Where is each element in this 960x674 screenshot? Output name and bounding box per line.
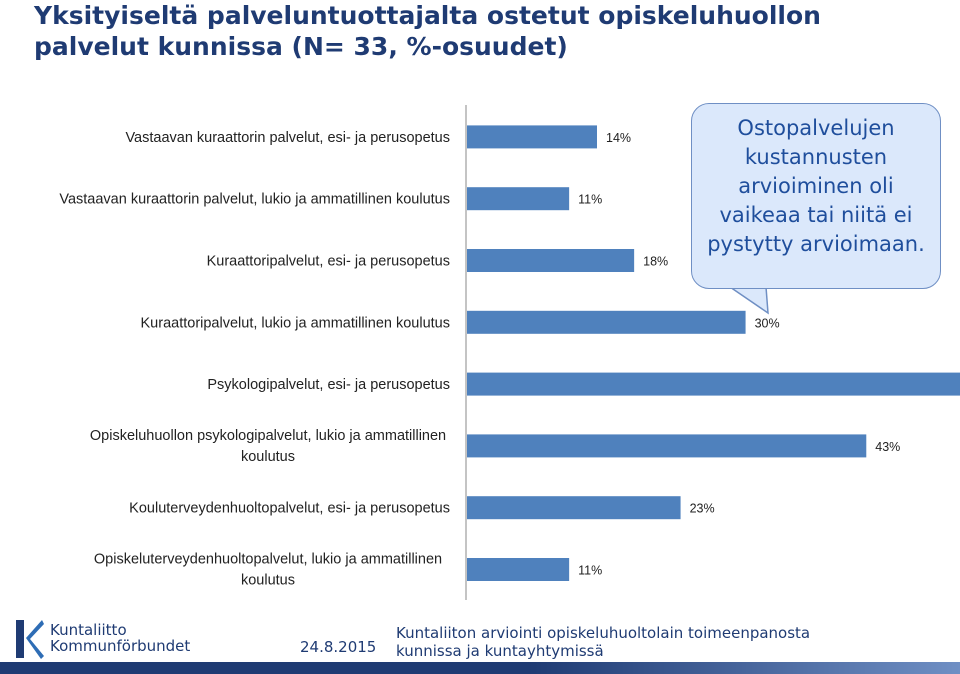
bar-value-label-4: 30%	[755, 316, 780, 330]
category-label-7: Kouluterveydenhuoltopalvelut, esi- ja pe…	[129, 501, 450, 517]
category-label-2: Vastaavan kuraattorin palvelut, lukio ja…	[59, 192, 450, 208]
category-label-1: Vastaavan kuraattorin palvelut, esi- ja …	[125, 130, 450, 146]
bar-chart: Vastaavan kuraattorin palvelut, esi- ja …	[59, 105, 960, 600]
kuntaliitto-logo-icon	[16, 620, 44, 659]
footer: Kuntaliitto Kommunförbundet 24.8.2015 Ku…	[0, 606, 960, 674]
bar-3	[467, 249, 635, 272]
chart-title: Yksityiseltä palveluntuottajalta ostetut…	[34, 1, 821, 61]
footer-date: 24.8.2015	[300, 638, 377, 656]
footer-bar	[0, 662, 960, 674]
callout-tail	[728, 287, 769, 315]
bar-5	[467, 372, 960, 396]
bar-7	[467, 496, 681, 520]
bar-value-label-3: 18%	[643, 255, 668, 269]
bar-value-label-8: 11%	[578, 564, 602, 578]
bar-2	[467, 187, 570, 211]
bar-6	[467, 434, 867, 458]
footer-caption: Kuntaliiton arviointi opiskeluhuoltolain…	[396, 624, 811, 660]
bar-value-label-1: 14%	[606, 131, 631, 145]
callout-note: Ostopalvelujen kustannusten arvioiminen …	[691, 103, 941, 289]
category-label-6: Opiskeluhuollon psykologipalvelut, lukio…	[90, 428, 446, 465]
bar-value-label-7: 23%	[690, 502, 715, 516]
category-label-4: Kuraattoripalvelut, lukio ja ammatilline…	[141, 315, 451, 331]
bar-8	[467, 558, 570, 581]
logo-text-secondary: Kommunförbundet	[50, 637, 191, 655]
bar-1	[467, 125, 597, 149]
bar-4	[467, 310, 746, 334]
logo-text-primary: Kuntaliitto	[50, 621, 127, 639]
category-label-5: Psykologipalvelut, esi- ja perusopetus	[207, 377, 450, 393]
category-label-3: Kuraattoripalvelut, esi- ja perusopetus	[207, 254, 450, 270]
bar-value-label-6: 43%	[875, 440, 900, 454]
category-label-8: Opiskeluterveydenhuoltopalvelut, lukio j…	[94, 552, 442, 589]
bar-value-label-2: 11%	[578, 193, 602, 207]
